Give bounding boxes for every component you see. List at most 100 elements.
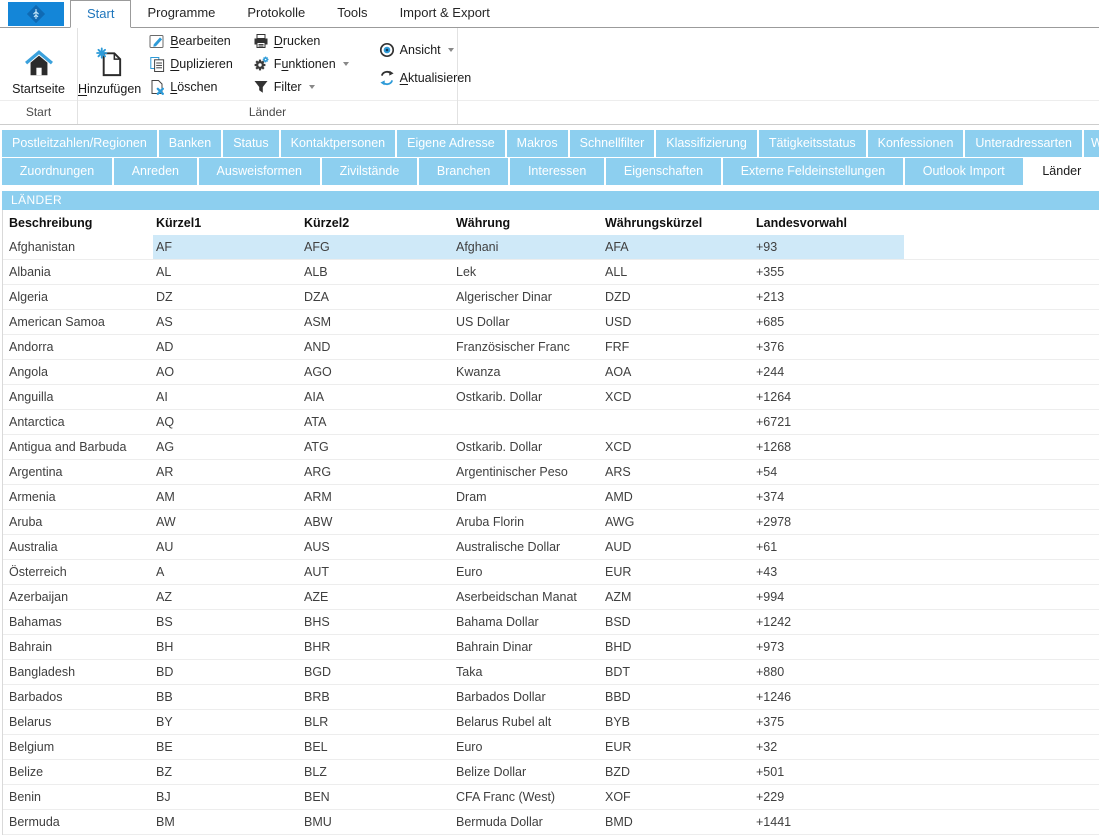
category-tab[interactable]: Eigene Adresse bbox=[397, 130, 505, 157]
cell-kuerzel2: AND bbox=[304, 340, 331, 354]
category-tab[interactable]: Branchen bbox=[419, 158, 509, 185]
table-row[interactable]: Andorra AD AND Französischer Franc FRF +… bbox=[3, 335, 1099, 360]
funktionen-button[interactable]: Funktionen bbox=[253, 54, 349, 74]
add-document-icon bbox=[96, 47, 122, 77]
table-row[interactable]: Bahrain BH BHR Bahrain Dinar BHD +973 bbox=[3, 635, 1099, 660]
category-tab[interactable]: Kontaktpersonen bbox=[280, 130, 396, 157]
cell-waehrung: CFA Franc (West) bbox=[456, 790, 556, 804]
category-tab[interactable]: Anreden bbox=[113, 158, 197, 185]
table-row[interactable]: Armenia AM ARM Dram AMD +374 bbox=[3, 485, 1099, 510]
category-tab[interactable]: Konfessionen bbox=[867, 130, 964, 157]
column-header-waehrung[interactable]: Währung bbox=[456, 215, 511, 230]
category-tab[interactable]: Zivilstände bbox=[321, 158, 418, 185]
cell-kuerzel1: BH bbox=[156, 640, 174, 654]
table-row[interactable]: Belarus BY BLR Belarus Rubel alt BYB +37… bbox=[3, 710, 1099, 735]
category-tab[interactable]: Postleitzahlen/Regionen bbox=[2, 130, 157, 157]
table-row[interactable]: Algeria DZ DZA Algerischer Dinar DZD +21… bbox=[3, 285, 1099, 310]
category-tab[interactable]: Makros bbox=[506, 130, 568, 157]
table-row[interactable]: Antigua and Barbuda AG ATG Ostkarib. Dol… bbox=[3, 435, 1099, 460]
column-header-kuerzel2[interactable]: Kürzel2 bbox=[304, 215, 350, 230]
category-tab[interactable]: Banken bbox=[158, 130, 222, 157]
column-header-landesvorwahl[interactable]: Landesvorwahl bbox=[756, 215, 847, 230]
loeschen-button[interactable]: Löschen bbox=[149, 77, 233, 97]
category-tab[interactable]: Interessen bbox=[510, 158, 605, 185]
menu-tab-tools[interactable]: Tools bbox=[337, 5, 368, 20]
table-row[interactable]: Argentina AR ARG Argentinischer Peso ARS… bbox=[3, 460, 1099, 485]
cell-waehrung: Belize Dollar bbox=[456, 765, 527, 779]
cell-waehrungskuerzel: EUR bbox=[605, 740, 632, 754]
column-header-waehrungskuerzel[interactable]: Währungskürzel bbox=[605, 215, 703, 230]
table-row[interactable]: Aruba AW ABW Aruba Florin AWG +2978 bbox=[3, 510, 1099, 535]
table-row[interactable]: Australia AU AUS Australische Dollar AUD… bbox=[3, 535, 1099, 560]
cell-kuerzel1: BM bbox=[156, 815, 175, 829]
cell-beschreibung: Bahrain bbox=[9, 640, 53, 654]
category-tab[interactable]: Externe Feldeinstellungen bbox=[722, 158, 904, 185]
cell-waehrungskuerzel: AWG bbox=[605, 515, 635, 529]
table-row[interactable]: Österreich A AUT Euro EUR +43 bbox=[3, 560, 1099, 585]
filter-icon bbox=[254, 81, 268, 93]
cell-kuerzel2: ARM bbox=[304, 490, 332, 504]
cell-waehrung: Afghani bbox=[453, 235, 602, 259]
menu-tab-start[interactable]: Start bbox=[70, 0, 132, 28]
category-tab-row-2: Zuordnungen Anreden Ausweisformen Zivilstän… bbox=[2, 158, 1099, 185]
category-tab[interactable]: W bbox=[1083, 130, 1099, 157]
table-row[interactable]: Anguilla AI AIA Ostkarib. Dollar XCD +12… bbox=[3, 385, 1099, 410]
category-tab[interactable]: Outlook Import bbox=[905, 158, 1023, 185]
cell-beschreibung: Algeria bbox=[9, 290, 48, 304]
menu-tab-programme[interactable]: Programme bbox=[147, 5, 216, 20]
cell-beschreibung: Argentina bbox=[9, 465, 63, 479]
category-tab[interactable]: Tätigkeitsstatus bbox=[758, 130, 866, 157]
table-row[interactable]: Albania AL ALB Lek ALL +355 bbox=[3, 260, 1099, 285]
app-logo bbox=[8, 2, 64, 26]
cell-landesvorwahl: +973 bbox=[756, 640, 785, 654]
cell-kuerzel2: ATG bbox=[304, 440, 329, 454]
category-tab[interactable]: Unteradressarten bbox=[965, 130, 1082, 157]
cell-filler bbox=[904, 635, 1099, 659]
home-icon bbox=[24, 50, 53, 76]
cell-filler bbox=[904, 610, 1099, 634]
printer-icon bbox=[254, 34, 268, 48]
cell-kuerzel2: ALB bbox=[304, 265, 328, 279]
table-row[interactable]: Benin BJ BEN CFA Franc (West) XOF +229 bbox=[3, 785, 1099, 810]
table-row[interactable]: Bermuda BM BMU Bermuda Dollar BMD +1441 bbox=[3, 810, 1099, 835]
drucken-button[interactable]: Drucken bbox=[253, 31, 349, 51]
bearbeiten-button[interactable]: Bearbeiten bbox=[149, 31, 233, 51]
category-tab[interactable]: Status bbox=[223, 130, 279, 157]
table-row[interactable]: Antarctica AQ ATA +6721 bbox=[3, 410, 1099, 435]
cell-landesvorwahl: +376 bbox=[756, 340, 785, 354]
section-header-laender: LÄNDER bbox=[2, 191, 1099, 210]
category-tab[interactable]: Länder bbox=[1024, 158, 1099, 185]
menu-tab-protokolle[interactable]: Protokolle bbox=[247, 5, 306, 20]
table-row[interactable]: Belize BZ BLZ Belize Dollar BZD +501 bbox=[3, 760, 1099, 785]
cell-landesvorwahl: +994 bbox=[756, 590, 785, 604]
table-row[interactable]: American Samoa AS ASM US Dollar USD +685 bbox=[3, 310, 1099, 335]
ansicht-button[interactable]: Ansicht bbox=[379, 40, 472, 60]
table-row[interactable]: Bangladesh BD BGD Taka BDT +880 bbox=[3, 660, 1099, 685]
cell-landesvorwahl: +375 bbox=[756, 715, 785, 729]
filter-button[interactable]: Filter bbox=[253, 77, 349, 97]
column-header-kuerzel1[interactable]: Kürzel1 bbox=[156, 215, 202, 230]
duplizieren-button[interactable]: Duplizieren bbox=[149, 54, 233, 74]
startseite-button[interactable]: Startseite bbox=[2, 29, 76, 99]
category-tab[interactable]: Eigenschaften bbox=[606, 158, 721, 185]
table-row[interactable]: Afghanistan AF AFG Afghani AFA +93 bbox=[3, 235, 1099, 260]
column-header-beschreibung[interactable]: Beschreibung bbox=[9, 215, 93, 230]
category-tab[interactable]: Schnellfilter bbox=[569, 130, 655, 157]
category-tab[interactable]: Zuordnungen bbox=[2, 158, 112, 185]
cell-kuerzel1: BZ bbox=[156, 765, 172, 779]
hinzufuegen-button[interactable]: Hinzufügen bbox=[78, 29, 141, 99]
ribbon-group-label-laender: Länder bbox=[78, 100, 457, 124]
cell-kuerzel2: AUT bbox=[304, 565, 329, 579]
aktualisieren-button[interactable]: Aktualisieren bbox=[379, 68, 471, 88]
cell-filler bbox=[904, 685, 1099, 709]
table-row[interactable]: Bahamas BS BHS Bahama Dollar BSD +1242 bbox=[3, 610, 1099, 635]
cell-beschreibung: Benin bbox=[9, 790, 41, 804]
cell-landesvorwahl: +1441 bbox=[756, 815, 792, 829]
table-row[interactable]: Barbados BB BRB Barbados Dollar BBD +124… bbox=[3, 685, 1099, 710]
table-row[interactable]: Azerbaijan AZ AZE Aserbeidschan Manat AZ… bbox=[3, 585, 1099, 610]
table-row[interactable]: Belgium BE BEL Euro EUR +32 bbox=[3, 735, 1099, 760]
category-tab[interactable]: Klassifizierung bbox=[656, 130, 757, 157]
category-tab[interactable]: Ausweisformen bbox=[198, 158, 320, 185]
table-row[interactable]: Angola AO AGO Kwanza AOA +244 bbox=[3, 360, 1099, 385]
menu-tab-import-export[interactable]: Import & Export bbox=[399, 5, 490, 20]
